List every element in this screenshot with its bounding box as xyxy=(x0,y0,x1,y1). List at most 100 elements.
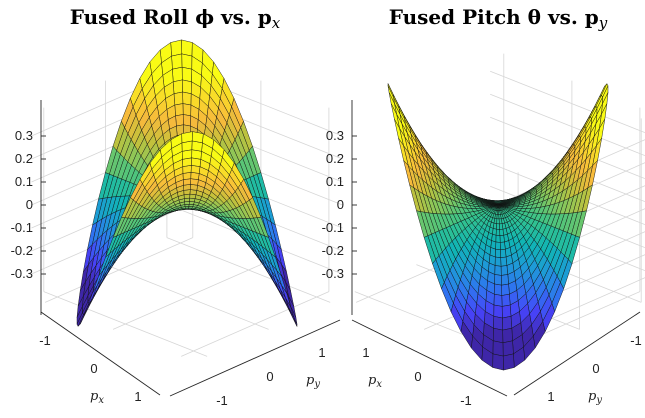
surface-patch xyxy=(171,53,183,70)
surface-patch xyxy=(502,327,513,344)
x-tick-label: 1 xyxy=(134,389,141,404)
x-axis-line xyxy=(40,311,161,396)
surface-patch xyxy=(502,316,513,331)
surface-patch xyxy=(191,131,204,144)
surface-patch xyxy=(500,248,507,258)
z-tick-label: -0.2 xyxy=(322,243,344,258)
y-tick-label: 1 xyxy=(318,345,325,360)
y-axis-line xyxy=(169,319,341,397)
z-tick-label: -0.2 xyxy=(11,243,33,258)
surface-patch xyxy=(494,274,502,286)
surface-patch xyxy=(172,79,183,94)
y-tick-label: -1 xyxy=(216,393,228,408)
grid-line xyxy=(490,70,645,134)
surface-patch xyxy=(494,256,502,267)
surface-patch xyxy=(493,316,503,331)
y-tick-label: 0 xyxy=(592,361,599,376)
surface-patch xyxy=(181,53,193,70)
surface-patch xyxy=(501,283,510,296)
z-tick-label: -0.3 xyxy=(322,266,344,281)
z-tick-label: -0.3 xyxy=(11,266,33,281)
right-surface-plot: Fused Pitch θ vs. py 0.3 0.2 0.1 0 -0.1 -0.2 -… xyxy=(322,5,645,408)
surface-patch xyxy=(493,304,503,319)
surface-patch xyxy=(500,265,509,276)
surface-patch xyxy=(181,66,193,83)
x-tick-label: 0 xyxy=(90,361,97,376)
surface-patch xyxy=(182,91,192,106)
surface-patch xyxy=(182,114,191,127)
right-y-axis-label: py xyxy=(588,389,602,406)
surface-patch xyxy=(501,293,511,307)
x-tick-label: -1 xyxy=(39,333,51,348)
surface-patch xyxy=(175,114,184,127)
z-tick-label: -0.1 xyxy=(322,220,344,235)
grid-line xyxy=(112,264,262,330)
surface-patch xyxy=(181,131,193,144)
surface-patch xyxy=(172,66,183,83)
y-axis-line xyxy=(513,311,641,396)
x-tick-label: -1 xyxy=(460,393,472,408)
surface-patch xyxy=(494,265,502,276)
surface-patch xyxy=(493,293,503,307)
surface-patch xyxy=(495,248,501,258)
surface-patch xyxy=(181,39,193,57)
left-tick-labels: 0.3 0.2 0.1 0 -0.1 -0.2 -0.3 -1 0 1 -1 0 1 xyxy=(11,128,326,408)
y-tick-label: 0 xyxy=(266,369,273,384)
left-y-axis-label: py xyxy=(306,373,320,390)
surface-patch xyxy=(492,222,497,230)
surface-patch xyxy=(174,103,184,117)
surface-patch xyxy=(501,274,509,286)
surface-patch xyxy=(495,241,501,251)
surface-patch xyxy=(497,207,499,212)
x-tick-label: 0 xyxy=(414,369,421,384)
surface-patch xyxy=(496,223,500,230)
surface-patch xyxy=(496,210,500,215)
z-tick-label: 0.1 xyxy=(15,174,33,189)
surface-patch xyxy=(502,340,514,357)
grid-line xyxy=(181,291,330,357)
surface-patch xyxy=(499,235,505,243)
surface-patch xyxy=(492,327,504,344)
z-tick-label: 0.2 xyxy=(15,151,33,166)
x-tick-label: 1 xyxy=(362,345,369,360)
y-tick-label: -1 xyxy=(630,333,642,348)
right-surface xyxy=(387,83,609,371)
left-plot-title: Fused Roll ϕ vs. px xyxy=(70,5,281,32)
surface-patch xyxy=(182,79,192,94)
surface-patch xyxy=(497,204,499,208)
surface-patch xyxy=(499,228,504,236)
grid-line xyxy=(43,291,208,357)
surface-patch xyxy=(182,103,192,117)
z-tick-label: 0.2 xyxy=(326,151,344,166)
z-tick-label: 0.3 xyxy=(15,128,33,143)
surface-patch xyxy=(495,228,501,236)
surface-patch xyxy=(170,39,183,57)
right-plot-title: Fused Pitch θ vs. py xyxy=(389,5,608,32)
left-axes xyxy=(40,100,341,397)
surface-patch xyxy=(498,218,503,225)
surface-patch xyxy=(173,91,184,106)
surface-patch xyxy=(495,235,501,243)
surface-patch xyxy=(492,353,504,371)
left-surface xyxy=(76,39,298,327)
right-x-axis-label: px xyxy=(368,373,382,390)
surface-patch xyxy=(499,223,504,230)
right-tick-labels: 0.3 0.2 0.1 0 -0.1 -0.2 -0.3 1 0 -1 -1 0 1 xyxy=(322,128,642,408)
y-tick-label: 1 xyxy=(547,389,554,404)
surface-patch xyxy=(502,353,515,371)
z-tick-label: 0 xyxy=(337,197,344,212)
surface-patch xyxy=(499,241,506,251)
surface-patch xyxy=(501,304,512,319)
z-tick-label: 0 xyxy=(26,197,33,212)
surface-patch xyxy=(492,340,504,357)
left-x-axis-label: px xyxy=(90,389,104,406)
z-tick-label: 0.1 xyxy=(326,174,344,189)
right-axes xyxy=(351,100,641,397)
surface-patch xyxy=(494,283,503,296)
z-tick-label: 0.3 xyxy=(326,128,344,143)
surface-patch xyxy=(500,256,508,267)
z-tick-label: -0.1 xyxy=(11,220,33,235)
left-surface-plot: Fused Roll ϕ vs. px 0.3 0.2 0.1 0 -0.1 -0.2 -0… xyxy=(11,5,343,408)
x-axis-line xyxy=(351,319,508,397)
